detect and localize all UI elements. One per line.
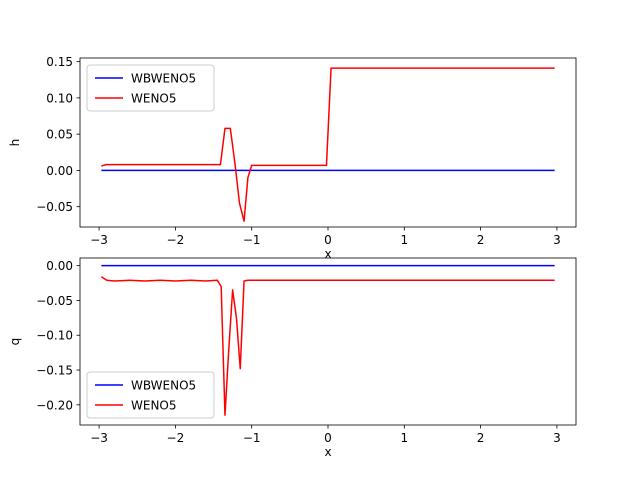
x-tick-label: 1: [400, 233, 408, 247]
x-tick-label: −3: [90, 431, 108, 445]
x-tick-label: 3: [553, 233, 561, 247]
x-tick-label: 2: [477, 431, 485, 445]
x-tick-label: −1: [243, 233, 261, 247]
legend-box: [86, 64, 215, 112]
y-tick-label: −0.05: [36, 200, 73, 214]
y-tick-label: −0.20: [36, 398, 73, 412]
legend-label-weno5: WENO5: [131, 399, 177, 413]
chart-q: −3 −2 −1 0 1 2 3 0.00 −0.05 −0.10 −0.15 −0.20 x q WBWE…: [8, 257, 577, 459]
x-tick-label: 2: [477, 233, 485, 247]
chart-h: −3 −2 −1 0 1 2 3 0.15 0.10 0.05 0.00 −0.05 x h WBWENO5…: [8, 55, 577, 261]
x-tick-label: −2: [167, 233, 185, 247]
x-axis-label: x: [324, 247, 331, 261]
legend-label-wbweno5: WBWENO5: [131, 379, 196, 393]
legend-label-weno5: WENO5: [131, 92, 177, 106]
legend-label-wbweno5: WBWENO5: [131, 72, 196, 86]
x-tick-label: 3: [553, 431, 561, 445]
x-tick-label: 0: [324, 431, 332, 445]
y-tick-label: −0.15: [36, 364, 73, 378]
y-tick-label: 0.05: [46, 128, 73, 142]
legend: WBWENO5 WENO5: [86, 64, 215, 112]
series-line-weno5: [101, 67, 555, 222]
x-axis-label: x: [324, 445, 331, 459]
y-tick-label: −0.05: [36, 294, 73, 308]
y-tick-label: 0.10: [46, 91, 73, 105]
x-tick-label: 1: [400, 431, 408, 445]
y-tick-label: −0.10: [36, 329, 73, 343]
y-tick-label: 0.00: [46, 164, 73, 178]
legend-box: [86, 371, 215, 419]
series-line-weno5: [100, 276, 555, 417]
legend: WBWENO5 WENO5: [86, 371, 215, 419]
y-axis-label: h: [8, 139, 22, 147]
x-tick-label: 0: [324, 233, 332, 247]
y-axis-label: q: [8, 338, 22, 346]
x-tick-label: −1: [243, 431, 261, 445]
y-tick-label: 0.00: [46, 259, 73, 273]
y-tick-label: 0.15: [46, 55, 73, 69]
x-tick-label: −3: [90, 233, 108, 247]
x-tick-label: −2: [167, 431, 185, 445]
